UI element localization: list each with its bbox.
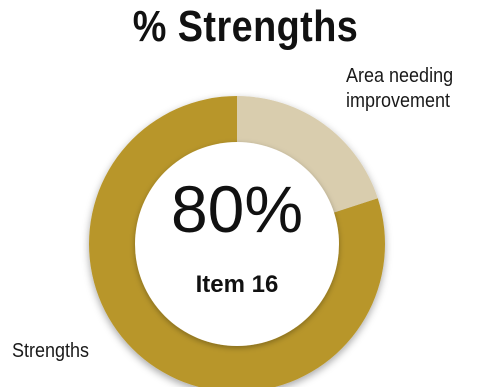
donut-slice-strengths — [89, 96, 385, 387]
donut-slice-improvement — [237, 96, 378, 214]
chart-title: % Strengths — [132, 2, 359, 51]
strengths-label: Strengths — [12, 340, 90, 362]
improvement-label-line2: improvement — [346, 90, 451, 112]
improvement-label-line1: Area needing — [346, 65, 454, 87]
donut-slices — [89, 96, 385, 387]
donut-hole — [135, 142, 339, 346]
center-value: 80% — [171, 172, 303, 246]
center-item-label: Item 16 — [196, 271, 279, 298]
improvement-label: Area needing improvement — [346, 64, 472, 114]
